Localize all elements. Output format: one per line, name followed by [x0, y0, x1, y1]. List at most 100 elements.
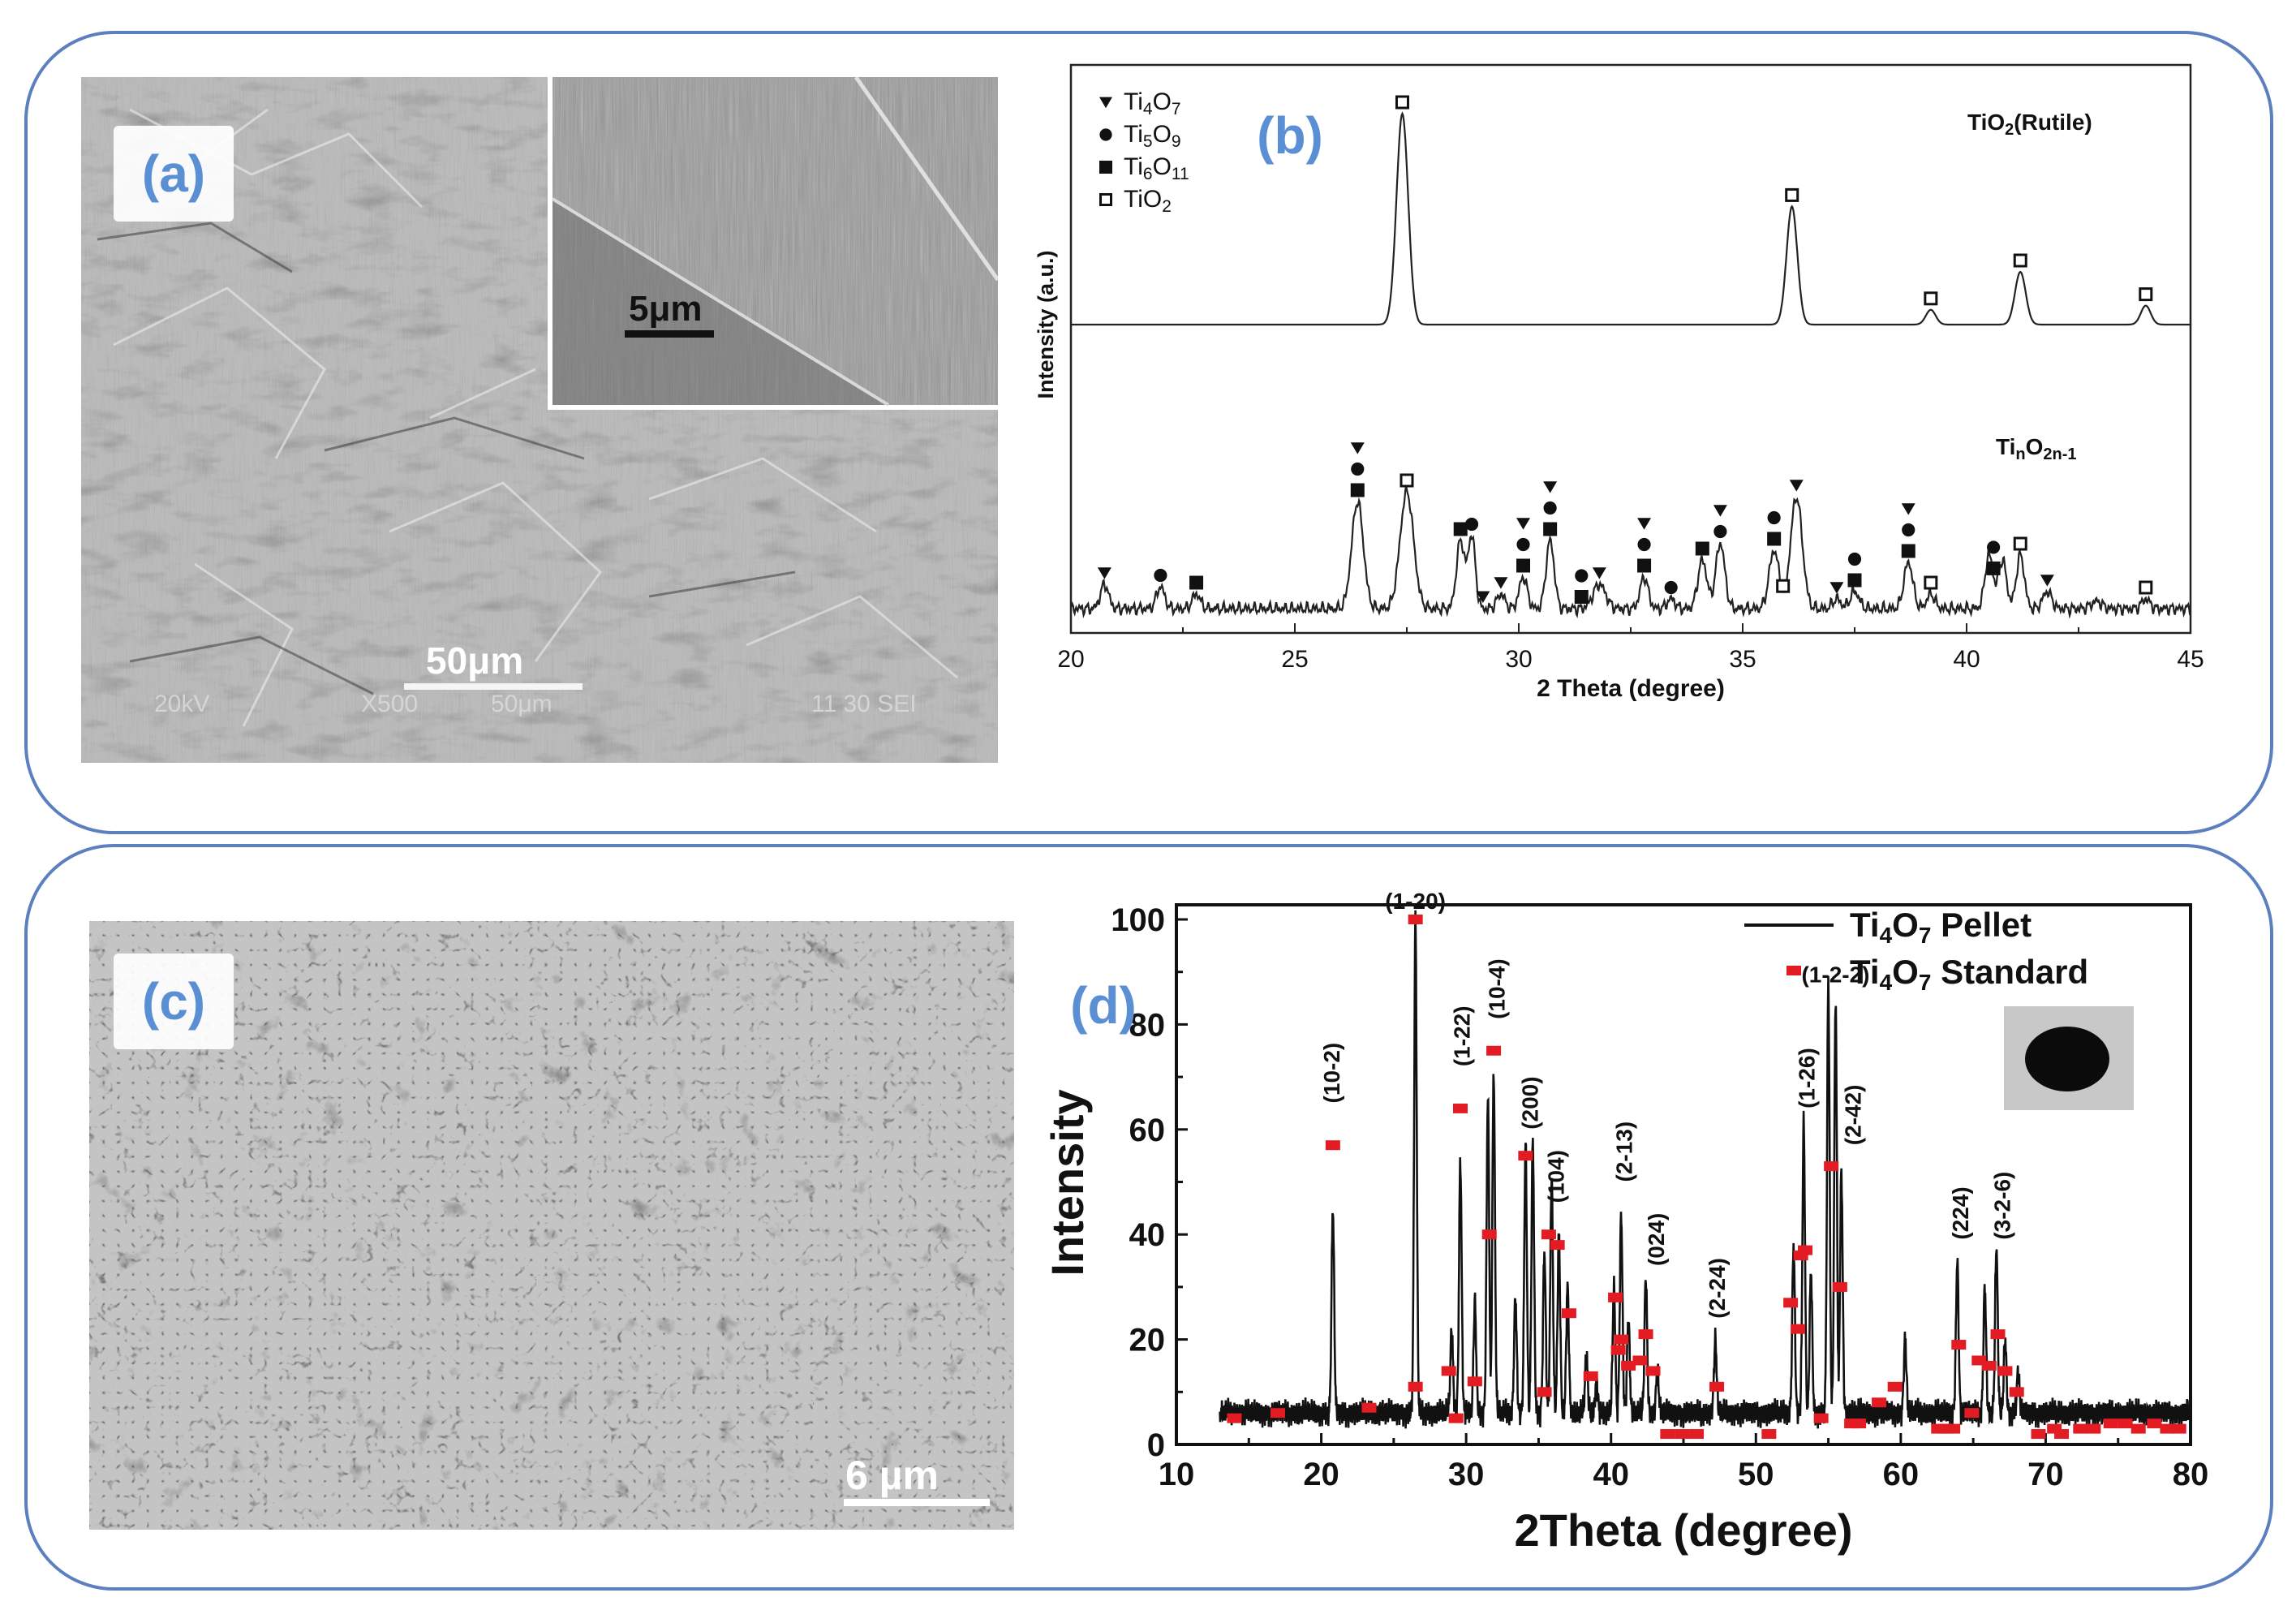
phase-marker [1494, 577, 1508, 589]
phase-marker [1637, 558, 1652, 573]
sem-footer-kv: 20kV [154, 691, 209, 717]
x-tick-label: 45 [2177, 646, 2204, 673]
xrd-chart-b: 20 25 30 35 40 45 2 Theta (degree) Intensity (a… [974, 49, 2239, 779]
x-tick-label: 20 [1057, 646, 1084, 673]
phase-marker [1987, 540, 2001, 554]
phase-marker [1543, 481, 1558, 493]
main-scale-bar [404, 683, 583, 690]
sem-facet-highlights [113, 108, 958, 727]
standard-marker [1518, 1151, 1533, 1161]
standard-marker [1997, 1366, 2013, 1376]
standard-marker [1441, 1366, 1456, 1376]
inset-scale-bar [625, 330, 714, 338]
legend-marker-swatch [1786, 966, 1801, 975]
standard-marker [2031, 1429, 2046, 1440]
standard-marker [1761, 1429, 1777, 1440]
x-tick-label: 40 [1953, 646, 1980, 673]
standard-marker [2103, 1419, 2118, 1429]
phase-marker [1901, 544, 1915, 558]
standard-marker [1448, 1413, 1464, 1423]
y-tick-label: 40 [1129, 1217, 1166, 1253]
standard-marker [1851, 1419, 1867, 1429]
peak-label: (10-4) [1484, 958, 1509, 1019]
x-tick-label: 30 [1448, 1457, 1485, 1492]
phase-marker [1395, 95, 1409, 110]
phase-marker [1350, 483, 1365, 497]
standard-marker [1561, 1308, 1576, 1319]
phase-marker [1847, 573, 1862, 588]
magneli-curve [1070, 485, 2191, 619]
standard-marker [1872, 1397, 1887, 1408]
standard-marker [1325, 1140, 1340, 1151]
standard-marker [1608, 1292, 1623, 1302]
y-tick-label: 20 [1129, 1323, 1166, 1358]
phase-marker [1789, 480, 1804, 492]
standard-marker [1408, 1381, 1423, 1392]
legend-entry: Ti6O11 [1124, 153, 1189, 183]
phase-marker [2013, 253, 2027, 268]
standard-marker [2118, 1419, 2133, 1429]
x-axis-label: 2 Theta (degree) [1537, 675, 1725, 702]
phase-marker [1154, 568, 1167, 583]
sem-footer-scale: 50μm [491, 691, 553, 717]
main-scale-label: 50μm [426, 639, 523, 682]
legend-entry: Ti5O9 [1124, 121, 1181, 151]
standard-marker [1550, 1240, 1565, 1251]
panel-label-a: (a) [114, 126, 234, 222]
standard-marker [1660, 1429, 1675, 1440]
standard-marker [1614, 1334, 1629, 1345]
peak-label: (024) [1644, 1213, 1669, 1266]
standard-marker [1645, 1366, 1661, 1376]
pellet-photo-disc [2025, 1027, 2109, 1091]
phase-marker [1543, 501, 1557, 515]
pellet-curve [1219, 910, 2192, 1429]
standard-marker [1689, 1429, 1705, 1440]
x-tick-label: 70 [2027, 1457, 2064, 1492]
phase-marker [1829, 582, 1844, 594]
standard-marker [1467, 1376, 1482, 1387]
y-tick-label: 100 [1111, 902, 1165, 938]
legend-entry: TiO2 [1124, 186, 1172, 216]
standard-marker [1964, 1408, 1980, 1419]
standard-marker [2171, 1423, 2186, 1434]
standard-marker [2054, 1429, 2070, 1440]
standard-marker [1798, 1245, 1812, 1255]
inset-scale-label: 5μm [629, 289, 703, 329]
phase-marker [2013, 536, 2027, 551]
y-axis-label: Intensity [1042, 1089, 1093, 1276]
legend-entry: Ti4O7 [1124, 88, 1181, 118]
phase-marker [1574, 589, 1589, 604]
x-tick-label: 35 [1729, 646, 1756, 673]
phase-marker [1785, 187, 1799, 202]
phase-marker [1713, 524, 1727, 539]
standard-marker [2009, 1387, 2024, 1397]
phase-marker [1847, 552, 1862, 566]
standard-marker [1271, 1408, 1285, 1419]
phase-marker [1637, 537, 1651, 552]
peak-label: (224) [1948, 1186, 1973, 1239]
porous-scale-bar [844, 1499, 990, 1506]
standard-marker [2086, 1423, 2101, 1434]
y-tick-label: 60 [1129, 1113, 1166, 1148]
standard-marker [1541, 1229, 1556, 1240]
phase-marker [1464, 517, 1479, 532]
phase-marker [1924, 291, 1938, 306]
phase-marker [1776, 579, 1791, 593]
standard-marker [1638, 1329, 1653, 1340]
standard-marker [1990, 1329, 2006, 1340]
phase-marker [1902, 523, 1915, 537]
peak-label: (3-2-6) [1990, 1172, 2015, 1240]
sem-image-porous: 6 µm [89, 921, 1014, 1530]
peak-label: (2-13) [1612, 1121, 1637, 1182]
legend-entry: Ti4O7 Standard [1850, 953, 2088, 995]
peak-label: (1-2-2) [1801, 962, 1869, 988]
legend-marker [1099, 128, 1112, 141]
standard-marker [1813, 1413, 1829, 1423]
xrd-chart-d: 10 20 30 40 50 60 70 80 0 20 40 60 80 100 2Theta (degr… [1038, 876, 2272, 1591]
phase-marker [1516, 518, 1531, 530]
rutile-curve [1071, 111, 2191, 326]
standard-marker [1951, 1340, 1967, 1350]
y-axis-label: Intensity (a.u.) [1034, 250, 1058, 398]
phase-marker [2139, 580, 2153, 595]
standard-marker [1675, 1429, 1690, 1440]
